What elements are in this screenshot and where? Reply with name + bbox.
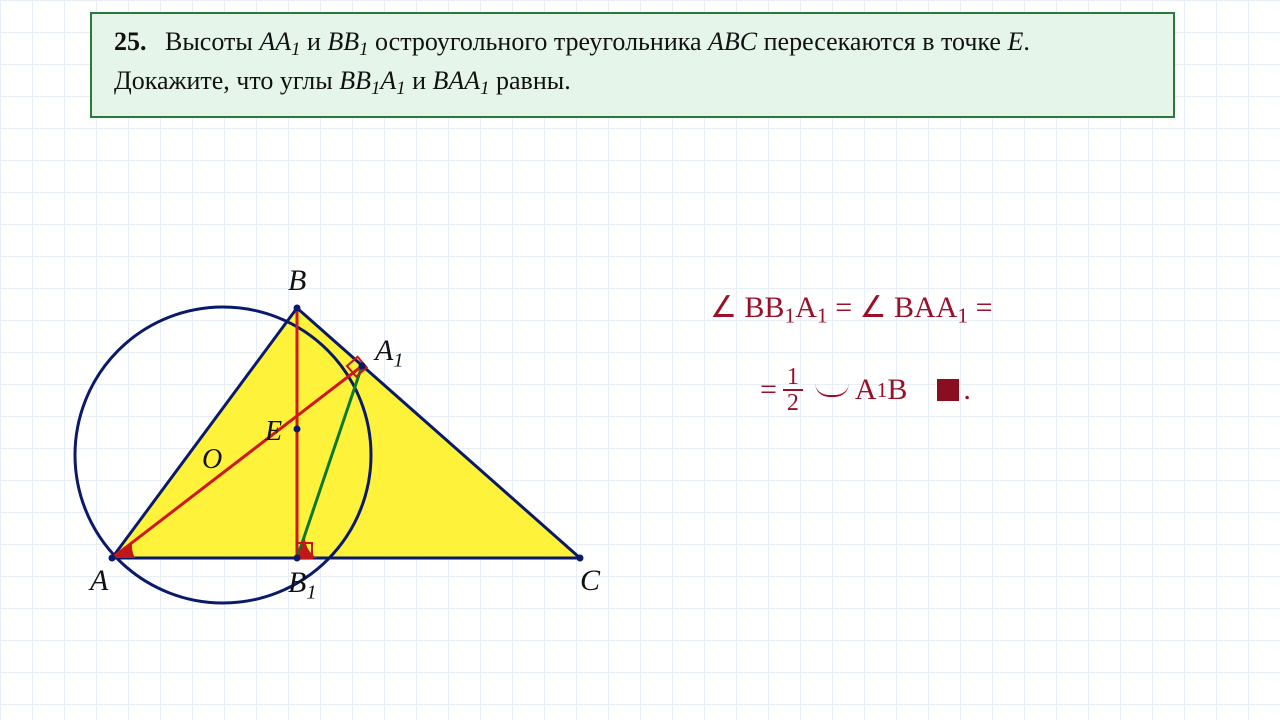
problem-text: Высоты AA1 и BB1 остроугольного треуголь… <box>114 27 1030 95</box>
fraction-half: 1 2 <box>783 365 803 415</box>
arc-icon <box>815 383 849 397</box>
handwriting-line-2: = 1 2 A1B . <box>760 365 971 415</box>
geometry-figure: ABCA1B1EO <box>40 160 640 620</box>
svg-text:A: A <box>88 564 109 597</box>
figure-svg: ABCA1B1EO <box>40 160 640 620</box>
svg-text:A1: A1 <box>373 334 404 372</box>
problem-number: 25. <box>114 27 147 56</box>
problem-box: 25. Высоты AA1 и BB1 остроугольного треу… <box>90 12 1175 118</box>
svg-text:C: C <box>580 564 601 597</box>
svg-text:E: E <box>264 416 282 447</box>
svg-text:O: O <box>202 444 222 475</box>
handwriting-line-1: ∠ BB1A1 = ∠ BAA1 = <box>710 290 993 328</box>
svg-text:B: B <box>288 264 306 297</box>
qed-icon <box>937 379 959 401</box>
